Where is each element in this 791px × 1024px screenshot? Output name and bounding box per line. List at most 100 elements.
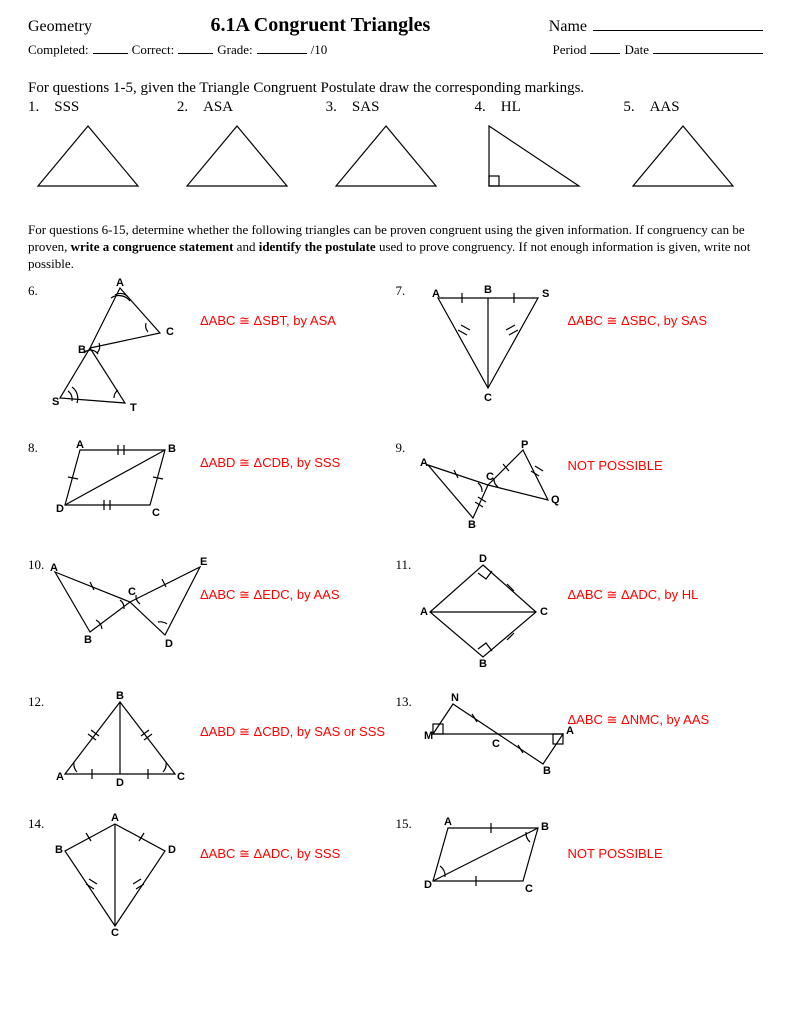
instr2-c: and (233, 239, 258, 254)
svg-text:C: C (525, 883, 533, 895)
answer-9: NOT POSSIBLE (568, 458, 663, 473)
figure-6: A C B T S (50, 283, 200, 418)
svg-text:A: A (420, 457, 428, 469)
answer-7: ΔABC ≅ ΔSBC, by SAS (568, 313, 708, 329)
header-line2: Completed: Correct: Grade: /10 Period Da… (28, 39, 763, 58)
correct-label: Correct: (132, 42, 175, 58)
period-blank[interactable] (590, 39, 620, 54)
qnum-12: 12. (28, 694, 50, 710)
qnum-13: 13. (396, 694, 418, 710)
svg-text:A: A (420, 606, 428, 618)
svg-text:B: B (479, 658, 487, 670)
qnum-6: 6. (28, 283, 50, 299)
instruction-1: For questions 1-5, given the Triangle Co… (28, 80, 763, 97)
svg-text:A: A (50, 562, 58, 574)
answer-14: ΔABC ≅ ΔADC, by SSS (200, 846, 340, 862)
figure-12: B A D C (50, 694, 200, 794)
page-title: 6.1A Congruent Triangles (98, 14, 543, 37)
question-aas: 5. AAS (623, 99, 763, 196)
svg-text:A: A (111, 812, 119, 824)
svg-text:B: B (84, 634, 92, 646)
figure-10: A E C B D (50, 557, 200, 652)
completed-blank[interactable] (93, 39, 128, 54)
svg-text:A: A (56, 771, 64, 783)
answer-10: ΔABC ≅ ΔEDC, by AAS (200, 587, 340, 603)
date-label: Date (624, 42, 649, 58)
svg-text:C: C (486, 471, 494, 483)
svg-text:S: S (52, 396, 59, 408)
svg-text:D: D (424, 879, 432, 891)
svg-text:B: B (484, 284, 492, 296)
instr2-b: write a congruence statement (71, 239, 234, 254)
svg-text:Q: Q (551, 494, 560, 506)
grade-blank[interactable] (257, 39, 307, 54)
answer-8: ΔABD ≅ ΔCDB, by SSS (200, 455, 340, 471)
correct-blank[interactable] (178, 39, 213, 54)
svg-text:A: A (116, 277, 124, 289)
figure-8: A B C D (50, 440, 200, 525)
svg-text:D: D (56, 503, 64, 515)
question-label: 3. SAS (326, 99, 466, 116)
qnum-7: 7. (396, 283, 418, 299)
qnum-8: 8. (28, 440, 50, 456)
qnum-14: 14. (28, 816, 50, 832)
qnum-9: 9. (396, 440, 418, 456)
svg-text:M: M (424, 730, 433, 742)
name-label: Name (549, 18, 587, 36)
question-label: 2. ASA (177, 99, 317, 116)
figure-14: A B D C (50, 816, 200, 941)
svg-text:B: B (468, 519, 476, 531)
svg-text:P: P (521, 439, 528, 451)
svg-text:D: D (479, 553, 487, 565)
svg-text:D: D (116, 777, 124, 789)
svg-text:C: C (166, 326, 174, 338)
question-label: 1. SSS (28, 99, 168, 116)
svg-text:C: C (111, 927, 119, 939)
answer-15: NOT POSSIBLE (568, 846, 663, 861)
question-label: 5. AAS (623, 99, 763, 116)
figure-9: A P C Q B (418, 440, 568, 535)
worksheet-page: Geometry 6.1A Congruent Triangles Name C… (0, 0, 791, 1003)
svg-text:B: B (543, 765, 551, 777)
svg-text:A: A (444, 816, 452, 828)
header-line1: Geometry 6.1A Congruent Triangles Name (28, 14, 763, 37)
figure-15: A B C D (418, 816, 568, 901)
qnum-15: 15. (396, 816, 418, 832)
svg-text:C: C (177, 771, 185, 783)
figure-11: D C B A (418, 557, 568, 672)
svg-text:A: A (76, 439, 84, 451)
date-blank[interactable] (653, 39, 763, 54)
completed-label: Completed: (28, 42, 89, 58)
figure-13: N M C A B (418, 694, 568, 779)
svg-text:B: B (55, 844, 63, 856)
period-label: Period (553, 42, 587, 58)
svg-text:C: C (484, 392, 492, 404)
question-asa: 2. ASA (177, 99, 317, 196)
svg-text:C: C (152, 507, 160, 519)
answer-12: ΔABD ≅ ΔCBD, by SAS or SSS (200, 724, 385, 740)
question-sas: 3. SAS (326, 99, 466, 196)
svg-text:C: C (492, 738, 500, 750)
answer-6: ΔABC ≅ ΔSBT, by ASA (200, 313, 336, 329)
subject-label: Geometry (28, 18, 92, 36)
answer-13: ΔABC ≅ ΔNMC, by AAS (568, 712, 710, 728)
svg-text:C: C (540, 606, 548, 618)
instruction-2: For questions 6-15, determine whether th… (28, 222, 763, 273)
svg-text:D: D (165, 638, 173, 650)
svg-text:E: E (200, 556, 207, 568)
svg-text:B: B (541, 821, 549, 833)
svg-text:N: N (451, 692, 459, 704)
svg-text:T: T (130, 402, 137, 414)
question-hl: 4. HL (474, 99, 614, 196)
svg-text:D: D (168, 844, 176, 856)
name-blank[interactable] (593, 16, 763, 31)
question-sss: 1. SSS (28, 99, 168, 196)
questions-6-15: 6. (28, 283, 763, 941)
svg-text:B: B (168, 443, 176, 455)
answer-11: ΔABC ≅ ΔADC, by HL (568, 587, 699, 603)
qnum-10: 10. (28, 557, 50, 573)
svg-text:B: B (78, 344, 86, 356)
svg-text:C: C (128, 586, 136, 598)
grade-suffix: /10 (311, 42, 328, 58)
grade-label: Grade: (217, 42, 252, 58)
